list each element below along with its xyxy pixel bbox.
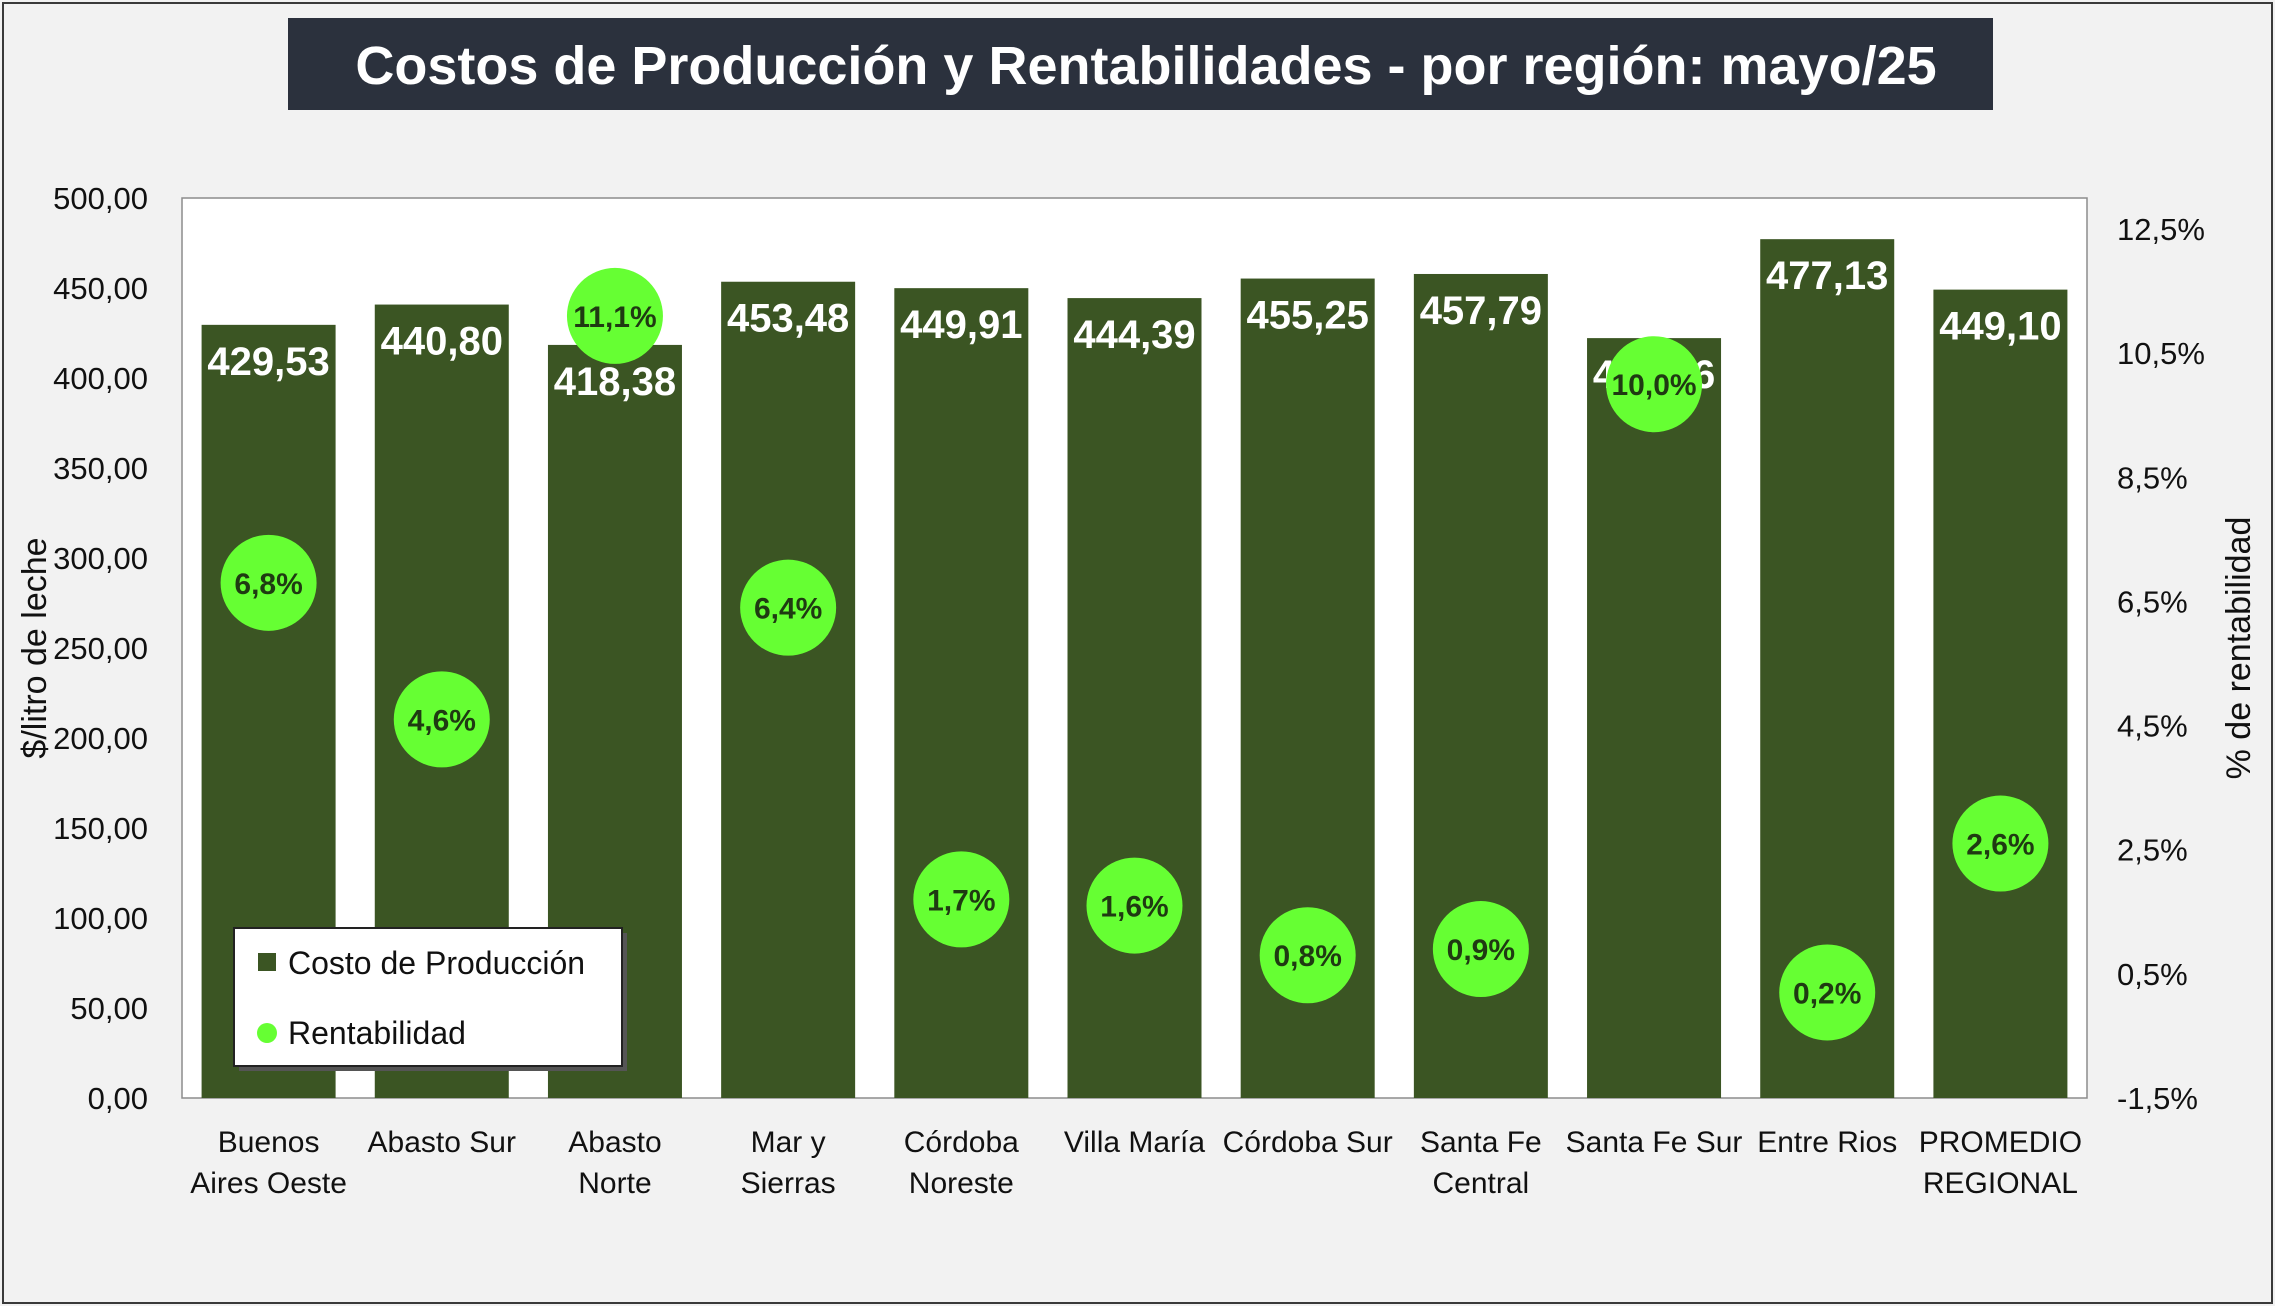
y-tick-label: 50,00 xyxy=(70,991,148,1026)
rentabilidad-label: 6,8% xyxy=(234,568,302,601)
y-tick-label: 0,00 xyxy=(88,1081,148,1116)
y2-tick-label: 4,5% xyxy=(2117,709,2188,744)
bar-value-label: 449,91 xyxy=(900,303,1022,347)
rentabilidad-point xyxy=(1606,336,1703,433)
bar-value-label: 477,13 xyxy=(1766,254,1888,298)
category-label: Central xyxy=(1433,1167,1530,1200)
bar-value-label: 457,79 xyxy=(1420,289,1542,333)
category-label: Aires Oeste xyxy=(190,1167,347,1200)
category-label: Villa María xyxy=(1064,1126,1205,1159)
rentabilidad-point xyxy=(740,559,837,656)
bar-value-label: 440,80 xyxy=(381,320,503,364)
category-label: Córdoba Sur xyxy=(1223,1126,1393,1159)
bar-value-label: 418,38 xyxy=(554,360,676,404)
y-axis-title: $/litro de leche xyxy=(16,537,54,758)
category-label: Sierras xyxy=(741,1167,836,1200)
category-label: Noreste xyxy=(909,1167,1014,1200)
category-label: Abasto xyxy=(568,1126,661,1159)
y-tick-label: 200,00 xyxy=(53,721,148,756)
chart-title: Costos de Producción y Rentabilidades - … xyxy=(355,36,1936,96)
legend-label-costo: Costo de Producción xyxy=(288,945,585,981)
y-tick-label: 150,00 xyxy=(53,811,148,846)
rentabilidad-point xyxy=(1952,795,2049,892)
rentabilidad-point xyxy=(1086,857,1183,954)
bar xyxy=(721,281,856,1099)
category-label: REGIONAL xyxy=(1923,1167,2078,1200)
rentabilidad-point xyxy=(913,851,1010,948)
rentabilidad-label: 1,6% xyxy=(1100,891,1168,924)
y-tick-label: 350,00 xyxy=(53,451,148,486)
category-label: Buenos xyxy=(218,1126,320,1159)
legend-label-rentabilidad: Rentabilidad xyxy=(288,1015,466,1051)
rentabilidad-point xyxy=(393,671,490,768)
bar xyxy=(1587,338,1722,1098)
y-tick-label: 100,00 xyxy=(53,901,148,936)
bar-value-label: 449,10 xyxy=(1939,305,2061,349)
rentabilidad-label: 4,6% xyxy=(408,704,476,737)
rentabilidad-point xyxy=(1779,944,1876,1041)
rentabilidad-label: 0,2% xyxy=(1793,977,1861,1010)
bar xyxy=(1933,289,2068,1098)
rentabilidad-point xyxy=(566,267,663,364)
y2-tick-label: 0,5% xyxy=(2117,957,2188,992)
rentabilidad-label: 6,4% xyxy=(754,593,822,626)
bar-value-label: 429,53 xyxy=(207,340,329,384)
bar xyxy=(1067,298,1202,1098)
y-tick-label: 450,00 xyxy=(53,271,148,306)
y2-tick-label: -1,5% xyxy=(2117,1081,2198,1116)
y2-tick-label: 12,5% xyxy=(2117,212,2205,247)
y-tick-label: 400,00 xyxy=(53,361,148,396)
bar-value-label: 444,39 xyxy=(1073,313,1195,357)
rentabilidad-label: 0,9% xyxy=(1447,934,1515,967)
y2-tick-label: 10,5% xyxy=(2117,336,2205,371)
y2-tick-label: 8,5% xyxy=(2117,460,2188,495)
category-label: Norte xyxy=(578,1167,651,1200)
category-label: Santa Fe Sur xyxy=(1566,1126,1743,1159)
category-label: Mar y xyxy=(751,1126,826,1159)
category-label: Santa Fe xyxy=(1420,1126,1542,1159)
rentabilidad-label: 10,0% xyxy=(1612,369,1697,402)
y-tick-label: 300,00 xyxy=(53,541,148,576)
category-label: Córdoba xyxy=(904,1126,1019,1159)
bar-value-label: 455,25 xyxy=(1247,294,1369,338)
y-tick-label: 500,00 xyxy=(53,181,148,216)
y2-tick-label: 2,5% xyxy=(2117,833,2188,868)
bar-value-label: 453,48 xyxy=(727,297,849,341)
rentabilidad-point xyxy=(1259,907,1356,1004)
rentabilidad-label: 11,1% xyxy=(573,301,656,334)
bar xyxy=(894,288,1029,1098)
y2-tick-label: 6,5% xyxy=(2117,584,2188,619)
rentabilidad-point xyxy=(220,534,317,631)
rentabilidad-point xyxy=(1432,901,1529,998)
rentabilidad-label: 0,8% xyxy=(1273,940,1341,973)
legend-swatch-rentabilidad xyxy=(257,1023,277,1043)
y2-axis-title: % de rentabilidad xyxy=(2220,517,2258,780)
rentabilidad-label: 2,6% xyxy=(1966,829,2034,862)
chart-title-box xyxy=(288,18,1993,110)
y-tick-label: 250,00 xyxy=(53,631,148,666)
category-label: PROMEDIO xyxy=(1919,1126,2082,1159)
legend-box xyxy=(233,927,623,1067)
category-label: Abasto Sur xyxy=(368,1126,516,1159)
legend-swatch-costo xyxy=(258,953,276,971)
category-label: Entre Rios xyxy=(1757,1126,1897,1159)
rentabilidad-label: 1,7% xyxy=(927,884,995,917)
